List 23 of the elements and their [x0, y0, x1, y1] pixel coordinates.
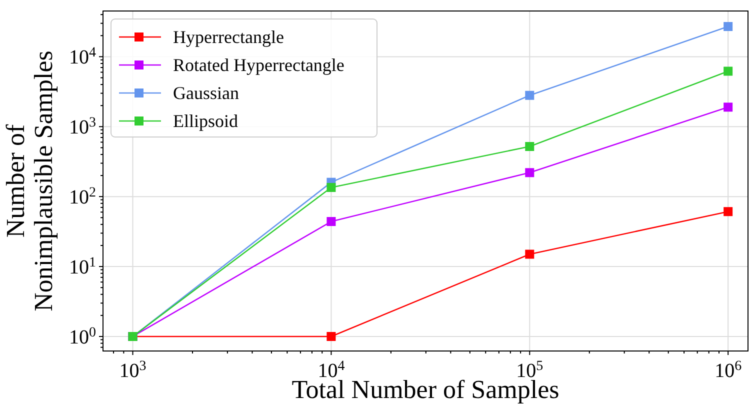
y-tick-label: 10$^{2}$	[69, 185, 96, 209]
x-tick-label: 10$^{6}$	[714, 358, 742, 382]
point	[326, 182, 336, 192]
point	[724, 66, 733, 76]
legend-label: Ellipsoid	[173, 111, 238, 131]
legend-label: Hyperrectangle	[173, 27, 284, 47]
point	[326, 332, 336, 341]
y-tick-label: 10$^{3}$	[69, 115, 96, 139]
point	[525, 90, 534, 100]
point	[525, 142, 534, 151]
y-axis-title: Number of Nonimplausible Samples	[1, 50, 58, 312]
y-tick-label: 10$^{0}$	[69, 324, 96, 348]
y-tick-label: 10$^{4}$	[69, 45, 96, 69]
point	[326, 217, 336, 226]
point	[724, 207, 733, 216]
point	[724, 22, 733, 32]
point	[525, 250, 534, 259]
y-tick-label: 10$^{1}$	[69, 255, 96, 279]
point	[525, 168, 534, 178]
legend-label: Gaussian	[173, 83, 239, 103]
legend-label: Rotated Hyperrectangle	[173, 55, 344, 75]
point	[724, 102, 733, 112]
x-tick-label: 10$^{3}$	[119, 358, 146, 382]
